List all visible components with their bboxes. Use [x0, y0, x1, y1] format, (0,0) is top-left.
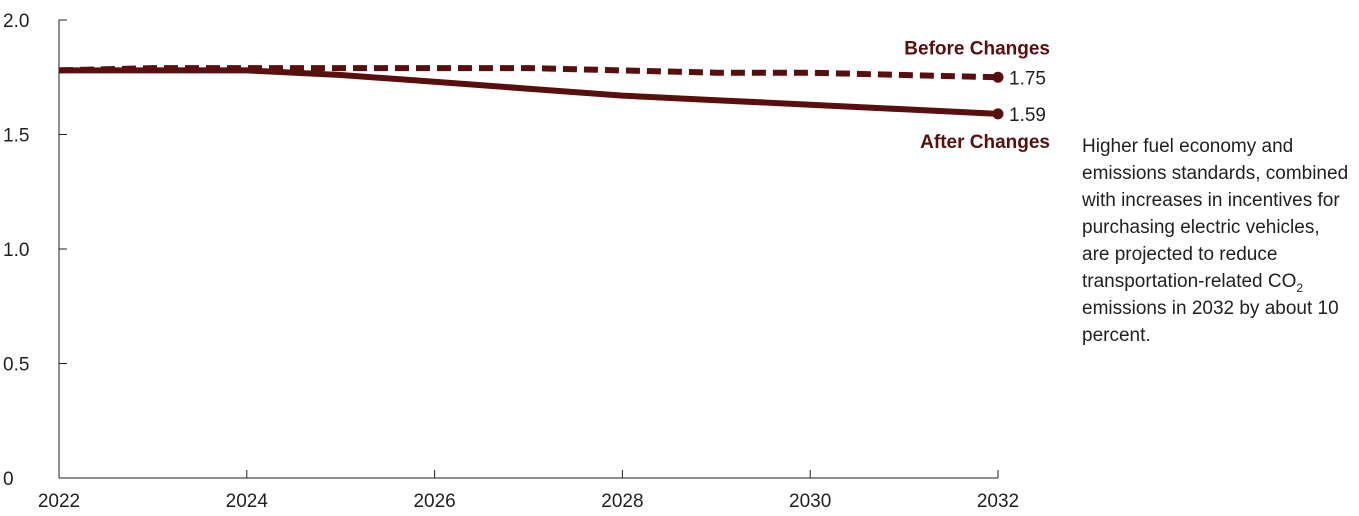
x-tick-label: 2030: [789, 491, 831, 512]
x-tick-label: 2028: [601, 491, 643, 512]
series-end-marker-after-changes: [992, 108, 1004, 120]
y-tick-label: 1.5: [3, 126, 29, 147]
x-tick-label: 2024: [226, 491, 269, 512]
y-axis: 0 0.5 1.0 1.5 2.0: [3, 11, 67, 490]
series-name-label-after-changes: After Changes: [920, 132, 1050, 153]
annotation-text-after: emissions in 2032 by about 10 percent.: [1082, 298, 1339, 346]
series-layer: [58, 65, 1004, 120]
label-layer: 1.75 Before Changes 1.59 After Changes: [904, 38, 1050, 153]
annotation-subscript: 2: [1296, 280, 1304, 295]
end-value-label-after-changes: 1.59: [1009, 105, 1046, 126]
y-tick-label: 2.0: [3, 11, 29, 32]
y-tick-label: 0: [3, 469, 14, 490]
chart-annotation: Higher fuel economy and emissions standa…: [1082, 133, 1350, 349]
series-end-marker-before-changes: [992, 71, 1004, 83]
series-line-after-changes: [59, 67, 999, 117]
x-tick-label: 2022: [38, 491, 80, 512]
series-name-label-before-changes: Before Changes: [904, 38, 1050, 59]
x-tick-label: 2032: [977, 491, 1019, 512]
y-tick-label: 1.0: [3, 240, 29, 261]
y-tick-label: 0.5: [3, 355, 29, 376]
x-axis: 2022 2024 2026 2028 2030 2032: [38, 470, 1019, 512]
annotation-text-before: Higher fuel economy and emissions standa…: [1082, 136, 1349, 292]
x-tick-label: 2026: [413, 491, 455, 512]
line-chart: 0 0.5 1.0 1.5 2.0 2022 2024 2026 2028 2030 2032 1…: [3, 11, 1050, 512]
end-value-label-before-changes: 1.75: [1009, 68, 1046, 89]
